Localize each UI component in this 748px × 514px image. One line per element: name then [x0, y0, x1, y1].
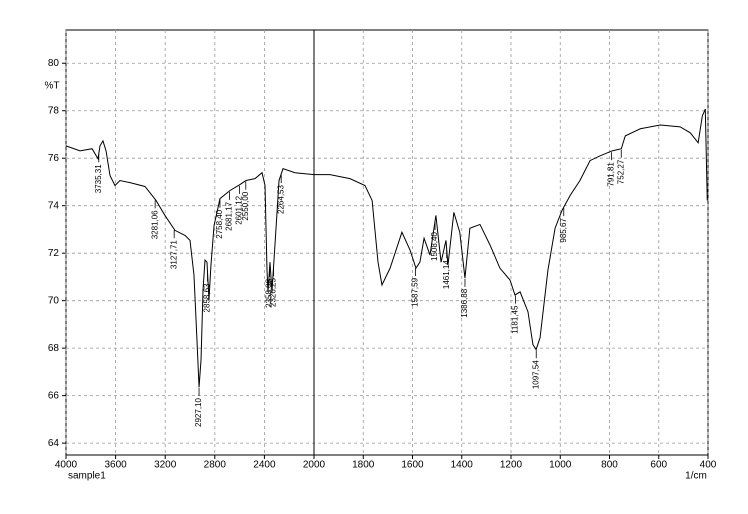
x-tick-label: 2400 — [253, 460, 276, 471]
y-tick-label: 78 — [48, 105, 60, 116]
peak-label: 1461,14 — [442, 260, 451, 289]
y-tick-label: 64 — [48, 438, 60, 449]
plot-frame — [65, 29, 709, 456]
x-tick-label: 800 — [601, 460, 618, 471]
x-tick-label: 1200 — [500, 460, 523, 471]
peak-label: 2358,08 — [265, 278, 274, 307]
x-tick-label: 3200 — [154, 460, 177, 471]
y-tick-label: 74 — [48, 200, 60, 211]
peak-label: 2858,63 — [203, 283, 212, 312]
x-tick-label: 600 — [650, 460, 667, 471]
peak-label: 2681,17 — [225, 201, 234, 230]
x-tick-label: 4000 — [55, 460, 78, 471]
peak-label: 1508,40 — [430, 232, 439, 261]
peak-label: 2758,40 — [215, 209, 224, 238]
x-tick-label: 2000 — [303, 460, 326, 471]
peak-label: 1097,54 — [531, 360, 540, 389]
y-axis-label: %T — [45, 81, 60, 92]
peak-label: 2550,00 — [241, 191, 250, 220]
peak-label: 3127,71 — [169, 240, 178, 269]
x-tick-label: 2800 — [204, 460, 227, 471]
spectrum-line — [65, 108, 708, 388]
peak-label: 3281,06 — [150, 210, 159, 239]
x-tick-label: 1000 — [549, 460, 572, 471]
peak-label: 1386,88 — [460, 288, 469, 317]
y-tick-label: 76 — [48, 153, 60, 164]
peak-label: 1181,45 — [511, 305, 520, 334]
y-tick-label: 80 — [48, 58, 60, 69]
y-tick-label: 68 — [48, 343, 60, 354]
x-tick-label: 1600 — [401, 460, 424, 471]
peak-label: 2264,53 — [276, 185, 285, 214]
peak-label: 985,67 — [559, 218, 568, 243]
y-tick-label: 66 — [48, 390, 60, 401]
peak-label: 1587,59 — [411, 277, 420, 306]
peak-label: 2326,25 — [269, 277, 278, 306]
sample-name: sample1 — [68, 471, 106, 482]
x-tick-label: 400 — [700, 460, 717, 471]
x-tick-label: 1400 — [451, 460, 474, 471]
x-tick-label: 1800 — [352, 460, 375, 471]
peak-label: 752,27 — [616, 159, 625, 184]
y-tick-label: 72 — [48, 248, 60, 259]
y-tick-label: 70 — [48, 295, 60, 306]
peak-label: 2601,12 — [235, 195, 244, 224]
x-axis-unit: 1/cm — [685, 471, 707, 482]
x-tick-label: 3600 — [104, 460, 127, 471]
peak-label: 791,81 — [607, 162, 616, 187]
peak-label: 2927,10 — [194, 398, 203, 427]
peak-label: 3735,31 — [94, 164, 103, 193]
